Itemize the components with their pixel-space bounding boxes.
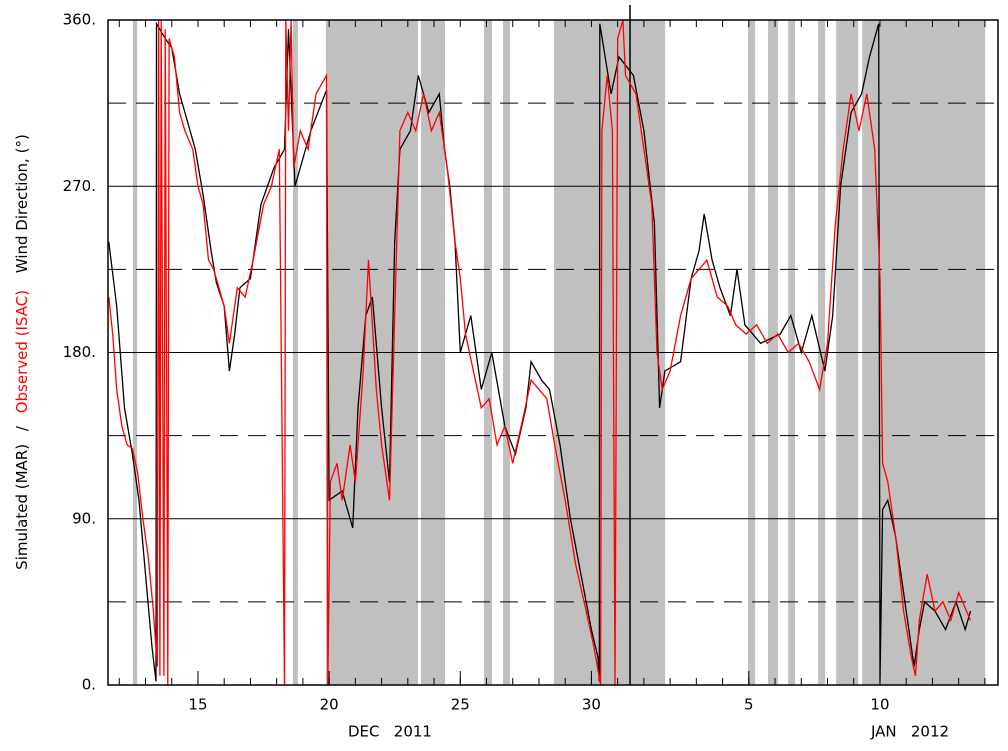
y-label-sim: Simulated (MAR) xyxy=(13,444,31,570)
y-tick-label: 90. xyxy=(72,509,96,527)
series-line xyxy=(108,19,972,686)
y-axis-label: Simulated (MAR) / Observed (ISAC) Wind D… xyxy=(13,134,31,570)
month-label: JAN 2012 xyxy=(870,723,949,741)
y-tick-label: 360. xyxy=(63,11,96,29)
x-tick-label: 15 xyxy=(188,696,207,714)
y-tick-label: 180. xyxy=(63,343,96,361)
x-tick-label: 10 xyxy=(870,696,889,714)
y-label-obs: Observed (ISAC) xyxy=(13,290,31,413)
y-label-sep: / xyxy=(13,425,31,431)
y-tick-label: 270. xyxy=(63,177,96,195)
month-label: DEC 2011 xyxy=(348,723,432,741)
y-label-dir: Wind Direction, (°) xyxy=(13,134,31,273)
x-tick-label: 25 xyxy=(451,696,470,714)
x-tick-label: 5 xyxy=(744,696,754,714)
x-tick-label: 20 xyxy=(320,696,339,714)
plot-frame xyxy=(107,19,999,686)
x-tick-label: 30 xyxy=(582,696,601,714)
y-tick-label: 0. xyxy=(82,676,96,694)
